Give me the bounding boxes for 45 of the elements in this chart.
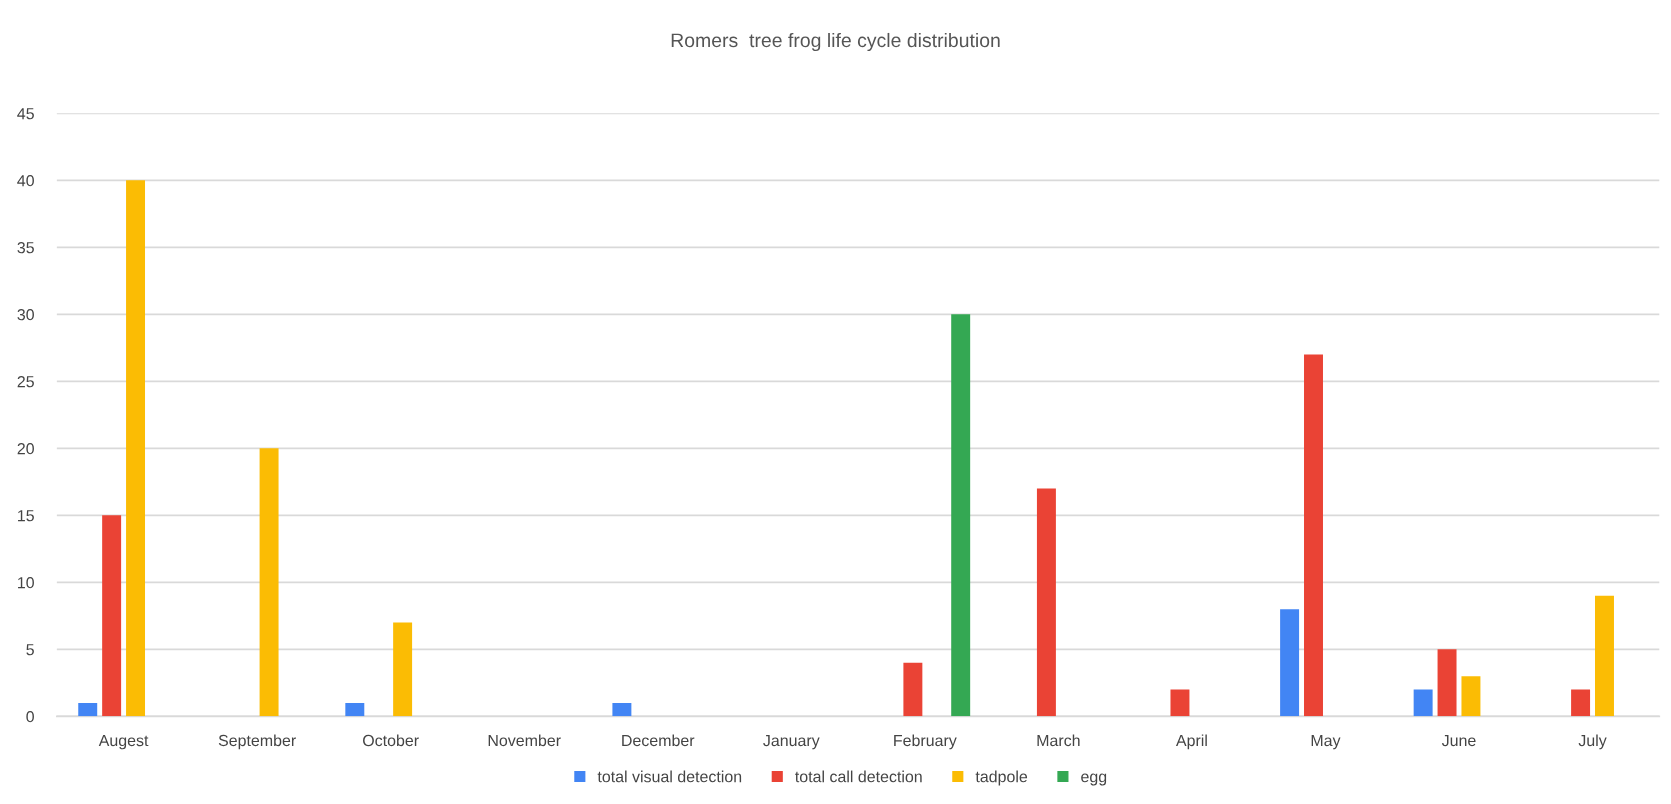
bar [393,622,413,717]
x-tick-label: October [363,734,419,747]
bar [102,515,122,717]
bar [259,448,279,717]
x-tick-label: December [622,734,695,747]
x-tick-label: November [488,734,561,747]
legend-label: total visual detection [597,770,742,783]
chart-title: Romers tree frog life cycle distribution [671,32,1000,52]
x-tick-label: June [1441,735,1476,747]
x-tick-label: January [763,735,820,750]
x-tick-label: May [1311,735,1341,750]
bar [1304,354,1323,717]
y-tick-label: 5 [26,644,34,656]
y-tick-label: 0 [26,711,34,723]
bar [345,702,365,717]
bar [612,702,632,717]
y-tick-label: 30 [17,309,34,321]
bar [1595,595,1614,717]
y-tick-label: 15 [18,510,34,522]
bar [78,702,98,717]
bar [1280,609,1300,717]
x-tick-label: September [218,734,296,750]
bar [1036,488,1056,717]
y-tick-label: 20 [17,443,34,455]
x-tick-label: February [894,734,957,750]
x-tick-label: Augest [98,735,149,750]
y-tick-label: 35 [17,242,34,254]
bar [951,314,971,717]
y-tick-label: 10 [18,577,34,589]
legend-label: tadpole [975,770,1028,786]
bar [1461,676,1481,717]
bar [1170,689,1190,717]
bar [1437,649,1457,717]
bar [1571,689,1591,717]
bar [1413,689,1433,717]
bar [903,662,923,717]
x-tick-label: July [1578,734,1607,750]
y-tick-label: 40 [17,175,34,187]
legend-label: total call detection [795,770,922,783]
y-tick-label: 45 [17,108,34,120]
y-tick-label: 25 [17,376,34,388]
legend-label: egg [1081,773,1107,786]
x-tick-label: March [1037,734,1080,747]
x-tick-label: April [1175,734,1207,750]
bar [126,180,146,717]
